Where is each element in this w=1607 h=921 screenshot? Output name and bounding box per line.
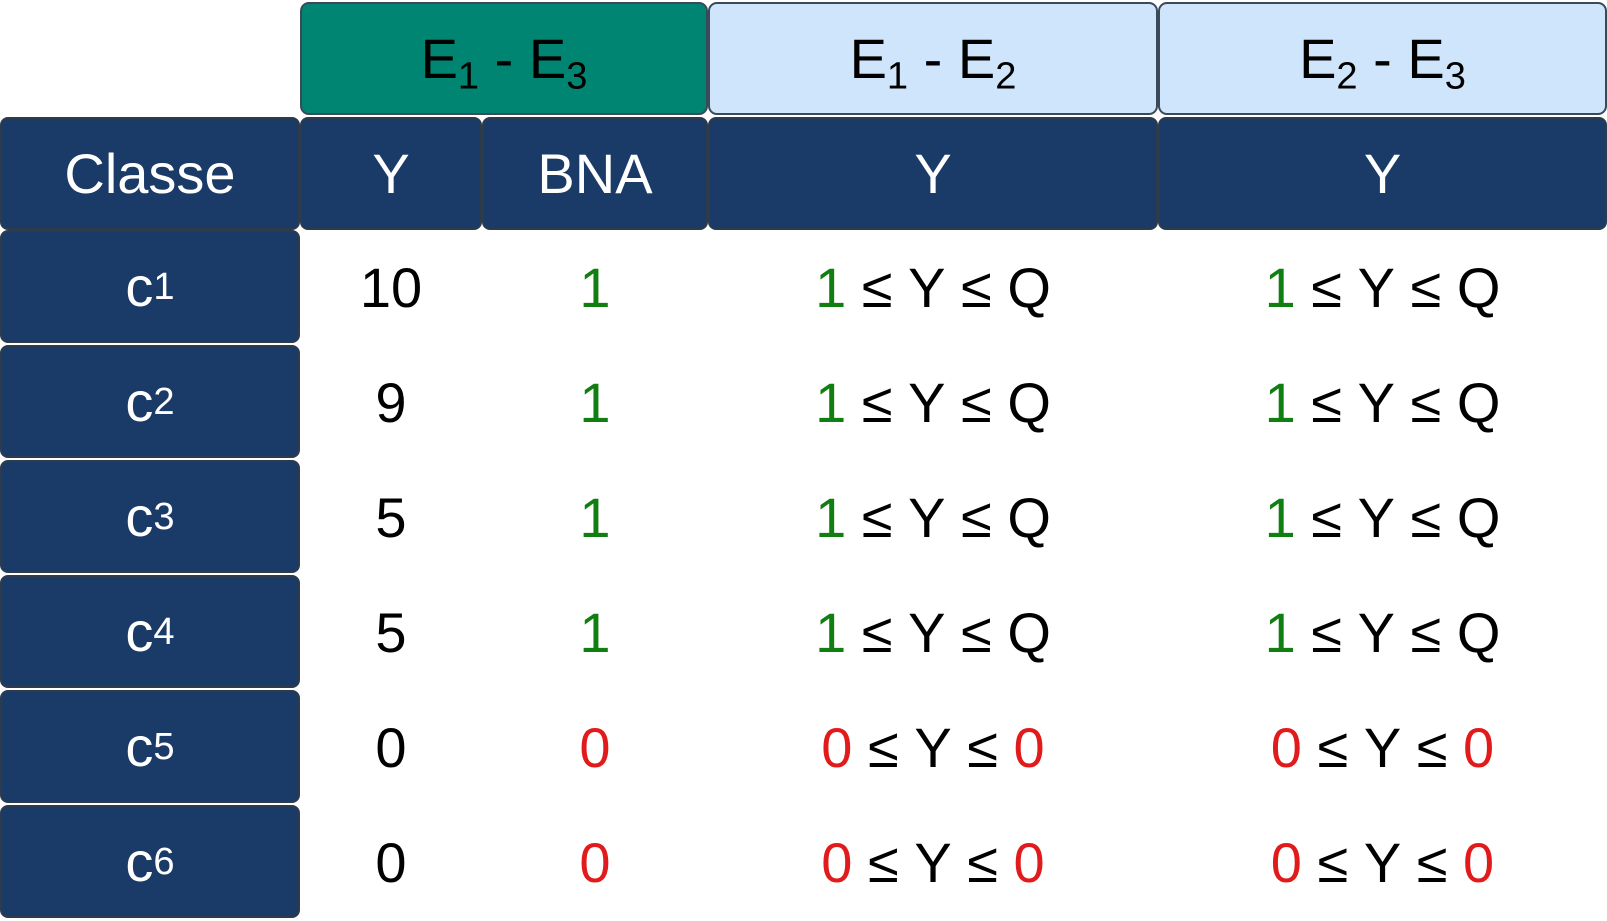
column-header-label: BNA xyxy=(537,142,653,205)
cell-range-e1-e2: 1 ≤ Y ≤ Q xyxy=(815,256,1051,319)
cell-bna: 1 xyxy=(579,256,611,319)
cell-range-e1-e2: 1 ≤ Y ≤ Q xyxy=(815,486,1051,549)
cell-y: 5 xyxy=(375,601,407,664)
cell-range-e1-e2: 0 ≤ Y ≤ 0 xyxy=(821,831,1045,894)
cell-range-e2-e3: 0 ≤ Y ≤ 0 xyxy=(1270,831,1495,894)
column-header-y-e1-e2: Y xyxy=(708,117,1158,230)
cell-y: 5 xyxy=(375,486,407,549)
group-header-label: E2 - E3 xyxy=(1299,27,1466,98)
cell-range-e2-e3: 0 ≤ Y ≤ 0 xyxy=(1270,716,1495,779)
cell-y: 0 xyxy=(375,831,407,894)
group-header-label: E1 - E2 xyxy=(849,27,1017,98)
cell-y: 10 xyxy=(359,256,423,319)
cell-bna: 1 xyxy=(579,486,611,549)
group-header-label: E1 - E3 xyxy=(420,27,588,98)
cell-bna: 0 xyxy=(579,831,611,894)
column-header-label: Y xyxy=(1363,142,1402,205)
cell-range-e2-e3: 1 ≤ Y ≤ Q xyxy=(1264,601,1501,664)
group-header-e1-e3: E1 - E3 xyxy=(300,2,708,115)
cell-range-e2-e3: 1 ≤ Y ≤ Q xyxy=(1264,256,1501,319)
column-header-y: Y xyxy=(300,117,482,230)
cell-range-e1-e2: 1 ≤ Y ≤ Q xyxy=(815,371,1051,434)
column-header-label: Y xyxy=(372,142,410,205)
cell-y: 0 xyxy=(375,716,407,779)
column-header-label: Classe xyxy=(64,142,236,205)
cell-range-e2-e3: 1 ≤ Y ≤ Q xyxy=(1264,371,1501,434)
column-header-y-e2-e3: Y xyxy=(1158,117,1607,230)
cell-bna: 1 xyxy=(579,601,611,664)
group-header-e2-e3: E2 - E3 xyxy=(1158,2,1607,115)
column-header-classe: Classe xyxy=(0,117,300,230)
column-header-bna: BNA xyxy=(482,117,708,230)
cell-range-e1-e2: 1 ≤ Y ≤ Q xyxy=(815,601,1051,664)
cell-range-e2-e3: 1 ≤ Y ≤ Q xyxy=(1264,486,1501,549)
cell-bna: 0 xyxy=(579,716,611,779)
cell-y: 9 xyxy=(375,371,407,434)
cell-bna: 1 xyxy=(579,371,611,434)
group-header-e1-e2: E1 - E2 xyxy=(708,2,1158,115)
cell-range-e1-e2: 0 ≤ Y ≤ 0 xyxy=(821,716,1045,779)
column-header-label: Y xyxy=(914,142,952,205)
